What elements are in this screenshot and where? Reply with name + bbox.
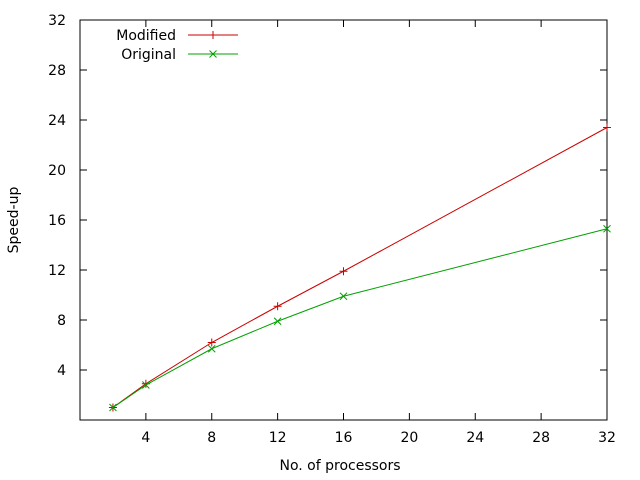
series-original xyxy=(109,224,611,412)
x-tick-label: 12 xyxy=(269,430,287,446)
data-point xyxy=(603,224,611,233)
marker-cross-b xyxy=(142,381,150,389)
x-tick-label: 20 xyxy=(400,430,418,446)
data-point xyxy=(339,292,348,301)
marker-cross-b xyxy=(339,292,348,301)
data-point xyxy=(339,267,348,276)
y-tick-label: 16 xyxy=(48,213,66,229)
y-tick-label: 28 xyxy=(48,63,66,79)
data-point xyxy=(273,302,282,311)
data-point xyxy=(207,344,216,353)
legend-marker xyxy=(209,50,217,58)
legend-label: Original xyxy=(121,47,176,63)
y-tick-label: 32 xyxy=(48,13,66,29)
y-tick-label: 4 xyxy=(57,363,66,379)
series-line xyxy=(112,127,608,408)
marker-cross-b xyxy=(109,403,117,412)
legend-marker xyxy=(209,31,217,39)
y-tick-label: 24 xyxy=(48,113,66,129)
series-layer xyxy=(108,123,611,412)
legend-entry-original: Original xyxy=(121,47,238,63)
legend-entry-modified: Modified xyxy=(116,28,238,44)
data-point xyxy=(207,338,216,347)
plot-frame xyxy=(79,19,608,421)
series-line xyxy=(112,228,608,408)
y-tick-label: 8 xyxy=(57,313,66,329)
data-point xyxy=(109,403,117,412)
data-point xyxy=(603,123,611,132)
legend: Modified Original xyxy=(116,28,238,63)
ticks-layer: 4 8 12 16 20 24 28 32 4 8 12 16 20 24 28 32 xyxy=(48,13,616,446)
x-tick-label: 8 xyxy=(207,430,216,446)
y-tick-label: 20 xyxy=(48,163,66,179)
x-tick-label: 32 xyxy=(598,430,616,446)
legend-label: Modified xyxy=(116,28,176,44)
x-axis-label: No. of processors xyxy=(279,458,400,474)
data-point xyxy=(273,317,282,326)
x-tick-label: 4 xyxy=(141,430,150,446)
marker-cross-b xyxy=(603,224,611,233)
x-tick-label: 28 xyxy=(532,430,550,446)
y-axis-label: Speed-up xyxy=(6,187,22,254)
series-modified xyxy=(108,123,611,412)
marker-cross-b xyxy=(273,317,282,326)
x-tick-label: 16 xyxy=(335,430,353,446)
y-tick-label: 12 xyxy=(48,263,66,279)
marker-cross-b xyxy=(209,50,217,58)
data-point xyxy=(142,381,150,389)
marker-cross-b xyxy=(207,344,216,353)
x-tick-label: 24 xyxy=(466,430,484,446)
